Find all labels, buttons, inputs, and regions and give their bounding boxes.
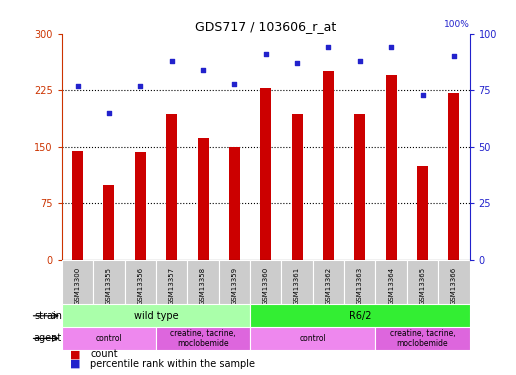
Bar xyxy=(187,260,219,305)
Text: GSM13362: GSM13362 xyxy=(326,267,331,305)
Bar xyxy=(344,260,376,305)
Text: GSM13363: GSM13363 xyxy=(357,267,363,305)
Bar xyxy=(354,114,365,260)
Text: GSM13357: GSM13357 xyxy=(169,267,175,305)
Text: GSM13359: GSM13359 xyxy=(231,267,237,305)
Bar xyxy=(62,327,156,350)
Bar xyxy=(93,260,125,305)
Bar xyxy=(135,152,146,260)
Text: agent: agent xyxy=(34,333,62,344)
Text: wild type: wild type xyxy=(134,311,179,321)
Text: R6/2: R6/2 xyxy=(349,311,371,321)
Text: strain: strain xyxy=(34,311,62,321)
Bar xyxy=(250,327,376,350)
Bar xyxy=(62,260,93,305)
Point xyxy=(73,83,82,89)
Text: GSM13355: GSM13355 xyxy=(106,267,112,305)
Bar xyxy=(376,260,407,305)
Text: creatine, tacrine,
moclobemide: creatine, tacrine, moclobemide xyxy=(390,329,455,348)
Point xyxy=(136,83,144,89)
Point xyxy=(418,92,427,98)
Bar xyxy=(250,304,470,327)
Text: control: control xyxy=(299,334,326,343)
Point xyxy=(387,44,395,50)
Point xyxy=(168,58,176,64)
Text: creatine, tacrine,
moclobemide: creatine, tacrine, moclobemide xyxy=(170,329,236,348)
Bar xyxy=(292,114,302,260)
Text: GSM13356: GSM13356 xyxy=(137,267,143,305)
Bar xyxy=(198,138,208,260)
Bar xyxy=(62,304,250,327)
Text: ■: ■ xyxy=(70,349,80,359)
Text: GSM13358: GSM13358 xyxy=(200,267,206,305)
Bar xyxy=(417,166,428,260)
Text: GSM13364: GSM13364 xyxy=(388,267,394,305)
Bar xyxy=(407,260,438,305)
Bar xyxy=(438,260,470,305)
Bar xyxy=(385,75,397,260)
Bar xyxy=(229,147,240,260)
Bar xyxy=(219,260,250,305)
Bar xyxy=(250,260,281,305)
Point xyxy=(262,51,270,57)
Title: GDS717 / 103606_r_at: GDS717 / 103606_r_at xyxy=(195,20,336,33)
Text: GSM13366: GSM13366 xyxy=(451,267,457,305)
Text: 100%: 100% xyxy=(444,20,470,29)
Bar xyxy=(72,151,83,260)
Point xyxy=(230,81,238,87)
Text: GSM13365: GSM13365 xyxy=(420,267,426,305)
Point xyxy=(105,110,113,116)
Bar xyxy=(448,93,459,260)
Bar xyxy=(156,260,187,305)
Bar xyxy=(313,260,344,305)
Text: control: control xyxy=(95,334,122,343)
Text: GSM13361: GSM13361 xyxy=(294,267,300,305)
Text: percentile rank within the sample: percentile rank within the sample xyxy=(90,359,255,369)
Bar xyxy=(323,72,334,260)
Text: GSM13360: GSM13360 xyxy=(263,267,269,305)
Bar xyxy=(125,260,156,305)
Point xyxy=(356,58,364,64)
Bar xyxy=(104,184,115,260)
Text: GSM13300: GSM13300 xyxy=(75,267,80,305)
Text: ■: ■ xyxy=(70,359,80,369)
Point xyxy=(450,53,458,59)
Point xyxy=(325,44,333,50)
Point xyxy=(199,67,207,73)
Bar xyxy=(156,327,250,350)
Bar xyxy=(166,114,177,260)
Point xyxy=(293,60,301,66)
Text: count: count xyxy=(90,349,118,359)
Bar xyxy=(260,88,271,260)
Bar xyxy=(376,327,470,350)
Bar xyxy=(281,260,313,305)
